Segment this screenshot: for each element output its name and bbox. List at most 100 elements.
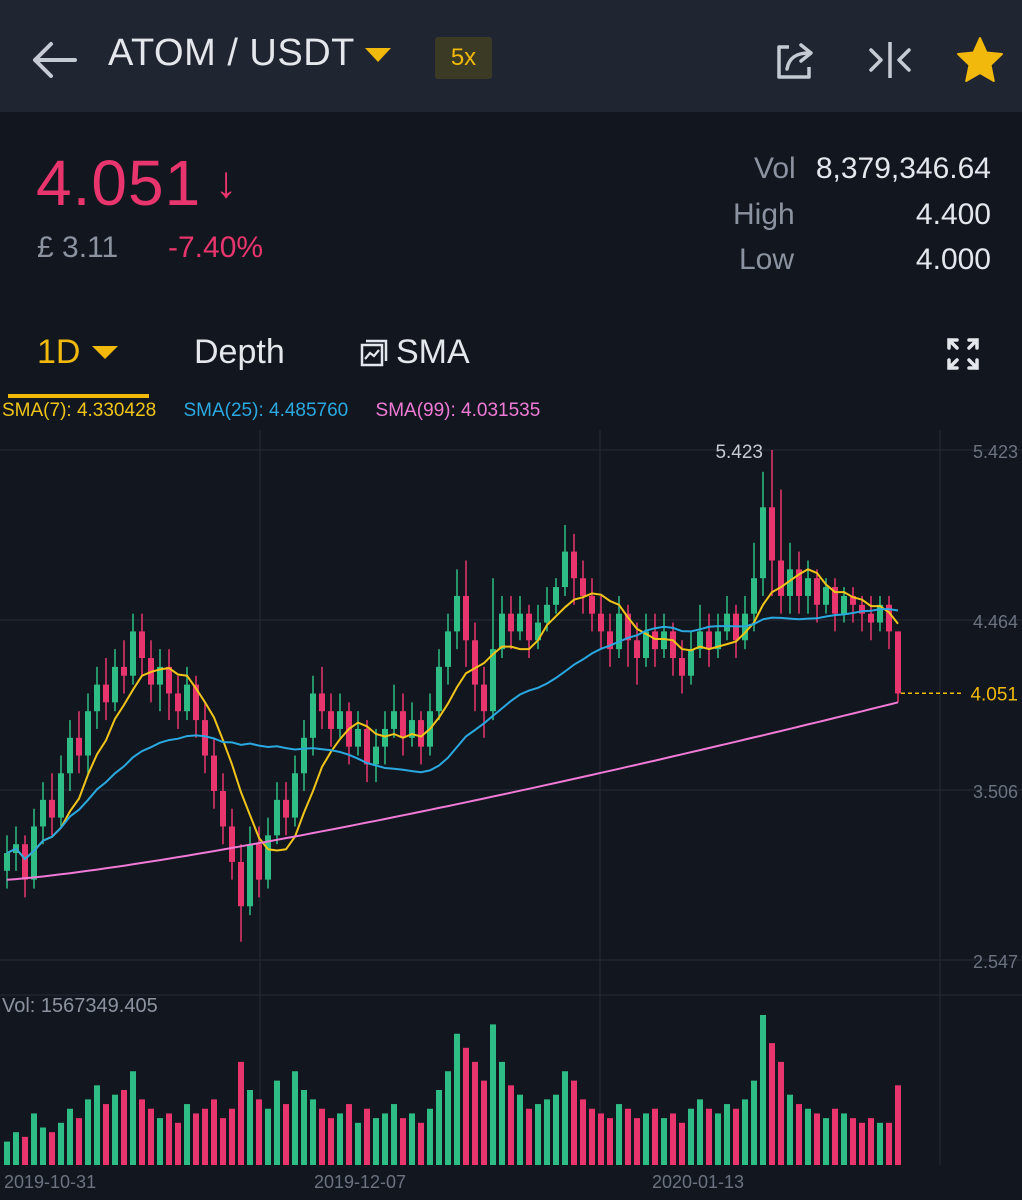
volume-bar xyxy=(742,1099,748,1165)
back-arrow-icon xyxy=(33,42,77,78)
low-value: 4.000 xyxy=(915,243,991,276)
low-label: Low xyxy=(739,243,795,276)
candle-body xyxy=(355,728,361,747)
volume-label: Vol: 1567349.405 xyxy=(2,995,158,1017)
tab-interval[interactable]: 1D xyxy=(37,333,119,372)
fullscreen-button[interactable] xyxy=(945,336,981,372)
candle-body xyxy=(229,826,235,862)
compare-button[interactable] xyxy=(862,34,918,86)
favorite-button[interactable] xyxy=(952,32,1008,88)
candle-body xyxy=(859,604,865,614)
volume-bar xyxy=(49,1132,55,1165)
volume-bar xyxy=(706,1108,712,1165)
active-tab-indicator xyxy=(8,394,149,398)
star-icon xyxy=(957,37,1003,82)
sma99-line xyxy=(6,701,899,881)
chevron-down-icon xyxy=(92,346,119,359)
top-bar: ATOM / USDT 5x xyxy=(0,0,1022,112)
candle-body xyxy=(382,728,388,747)
candle-body xyxy=(184,684,190,712)
candle-body xyxy=(58,773,64,818)
tab-indicator[interactable]: SMA xyxy=(360,333,470,372)
tab-depth[interactable]: Depth xyxy=(194,333,285,371)
candle-body xyxy=(535,622,541,641)
volume-bar xyxy=(148,1108,154,1165)
volume-bar xyxy=(571,1080,577,1165)
volume-bar xyxy=(301,1090,307,1165)
candle-body xyxy=(76,737,82,756)
tab-indicator-label: SMA xyxy=(396,333,470,371)
candle-body xyxy=(886,604,892,632)
volume-bar xyxy=(400,1118,406,1165)
volume-bar xyxy=(751,1080,757,1165)
candle-body xyxy=(805,578,811,596)
volume-bar xyxy=(661,1118,667,1165)
price-axis-label: 4.464 xyxy=(973,612,1018,632)
candle-body xyxy=(598,613,604,632)
volume-bar xyxy=(274,1080,280,1165)
candle-body xyxy=(445,631,451,667)
volume-bar xyxy=(121,1090,127,1165)
volume-bar xyxy=(877,1122,883,1165)
candle-body xyxy=(472,640,478,685)
candle-body xyxy=(256,844,262,880)
candle-body xyxy=(769,507,775,561)
price-axis-label: 5.423 xyxy=(973,442,1018,462)
candle-body xyxy=(4,853,10,871)
volume-bar xyxy=(409,1113,415,1165)
candle-body xyxy=(85,711,91,756)
volume-bar xyxy=(625,1108,631,1165)
pair-title: ATOM / USDT xyxy=(108,32,355,74)
last-price-value: 4.051 xyxy=(36,147,202,219)
volume-bar xyxy=(580,1099,586,1165)
candle-body xyxy=(94,684,100,712)
volume-bar xyxy=(643,1113,649,1165)
volume-bar xyxy=(769,1043,775,1165)
volume-bar xyxy=(139,1099,145,1165)
candle-body xyxy=(130,631,136,676)
volume-bar xyxy=(895,1085,901,1165)
candle-body xyxy=(841,595,847,614)
candle-body xyxy=(319,693,325,712)
candle-body xyxy=(175,693,181,712)
sma7-label: SMA(7): 4.330428 xyxy=(2,400,157,421)
candle-body xyxy=(211,755,217,792)
volume-bar xyxy=(265,1108,271,1165)
candle-body xyxy=(544,604,550,623)
volume-bar xyxy=(310,1099,316,1165)
candle-body xyxy=(103,684,109,703)
pair-selector[interactable]: ATOM / USDT xyxy=(108,32,391,75)
volume-bar xyxy=(832,1108,838,1165)
volume-bar xyxy=(697,1099,703,1165)
volume-bar xyxy=(481,1080,487,1165)
leverage-badge[interactable]: 5x xyxy=(435,37,492,79)
change-percent: -7.40% xyxy=(168,231,264,264)
candle-body xyxy=(751,578,757,614)
price-chart[interactable]: 5.423 4.464 3.506 2.547 4.051 5.423 2019-10-31… xyxy=(0,430,1022,1200)
share-button[interactable] xyxy=(768,34,822,86)
back-button[interactable] xyxy=(22,30,86,90)
volume-bar xyxy=(427,1108,433,1165)
candle-body xyxy=(490,649,496,712)
date-axis-label: 2019-10-31 xyxy=(4,1172,96,1192)
volume-bar xyxy=(22,1136,28,1165)
volume-bar xyxy=(31,1113,37,1165)
candle-body xyxy=(688,649,694,676)
candle-body xyxy=(814,578,820,605)
volume-bar xyxy=(211,1099,217,1165)
volume-bar xyxy=(778,1061,784,1165)
volume-bar xyxy=(292,1071,298,1165)
volume-bar xyxy=(256,1099,262,1165)
volume-bar xyxy=(4,1141,10,1165)
volume-bar xyxy=(670,1113,676,1165)
volume-bar xyxy=(760,1015,766,1165)
candle-body xyxy=(643,631,649,659)
candle-body xyxy=(481,684,487,712)
volume-bar xyxy=(337,1113,343,1165)
candle-body xyxy=(220,791,226,827)
volume-bar xyxy=(589,1108,595,1165)
candle-body xyxy=(670,631,676,659)
high-label: High xyxy=(733,198,795,231)
volume-bar xyxy=(166,1113,172,1165)
candle-body xyxy=(265,835,271,880)
